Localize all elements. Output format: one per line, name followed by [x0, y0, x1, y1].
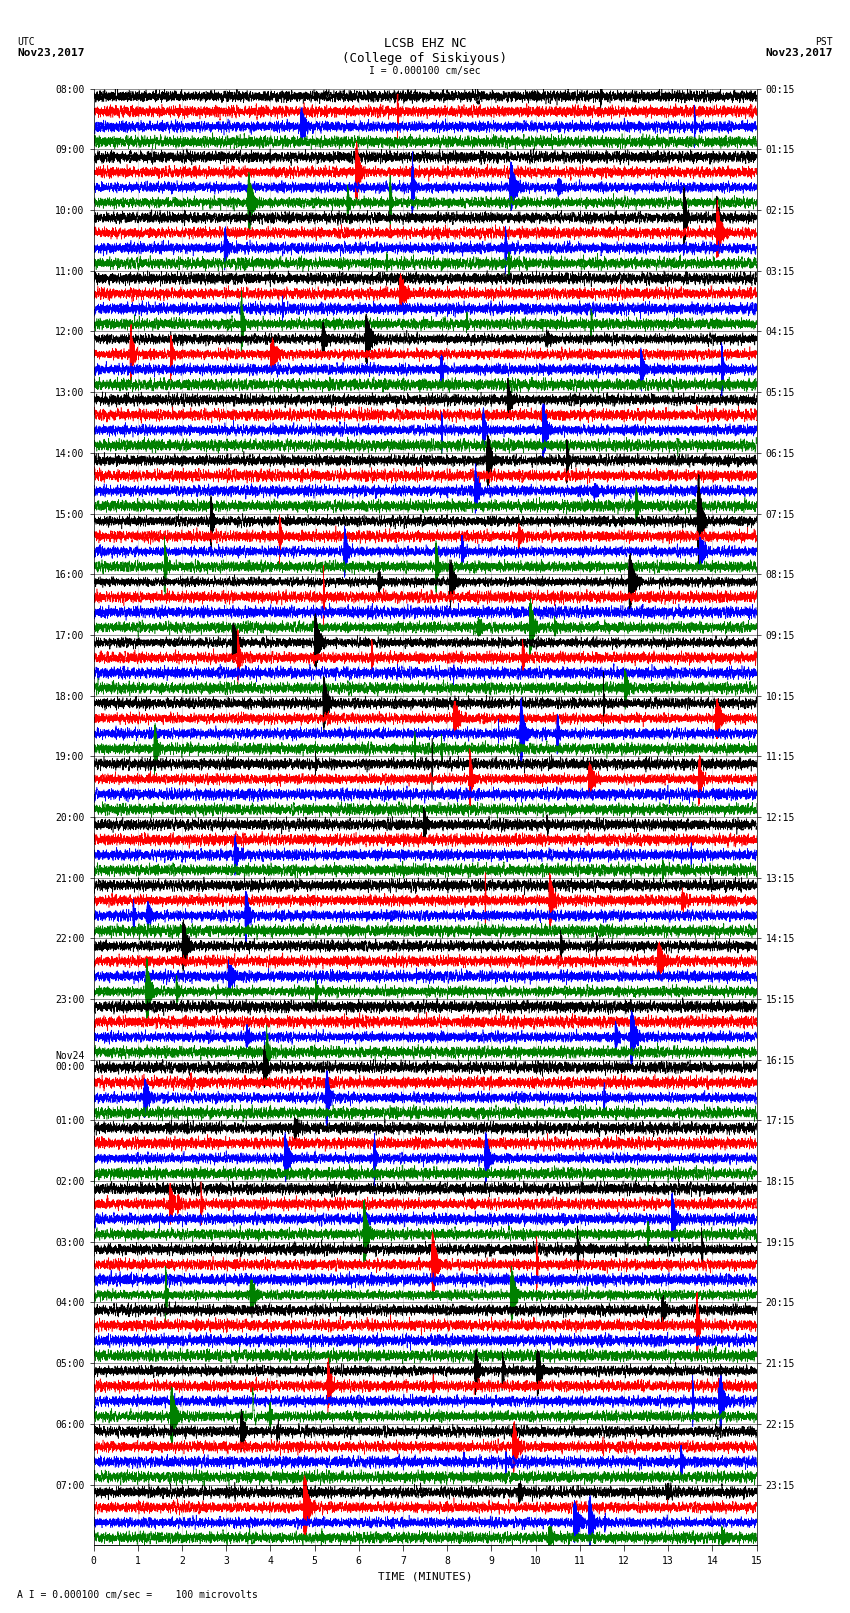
Text: Nov23,2017: Nov23,2017 — [17, 48, 84, 58]
Text: A I = 0.000100 cm/sec =    100 microvolts: A I = 0.000100 cm/sec = 100 microvolts — [17, 1590, 258, 1600]
Text: (College of Siskiyous): (College of Siskiyous) — [343, 52, 507, 65]
Text: I = 0.000100 cm/sec: I = 0.000100 cm/sec — [369, 66, 481, 76]
Text: PST: PST — [815, 37, 833, 47]
Text: Nov23,2017: Nov23,2017 — [766, 48, 833, 58]
Text: UTC: UTC — [17, 37, 35, 47]
X-axis label: TIME (MINUTES): TIME (MINUTES) — [377, 1571, 473, 1581]
Text: LCSB EHZ NC: LCSB EHZ NC — [383, 37, 467, 50]
